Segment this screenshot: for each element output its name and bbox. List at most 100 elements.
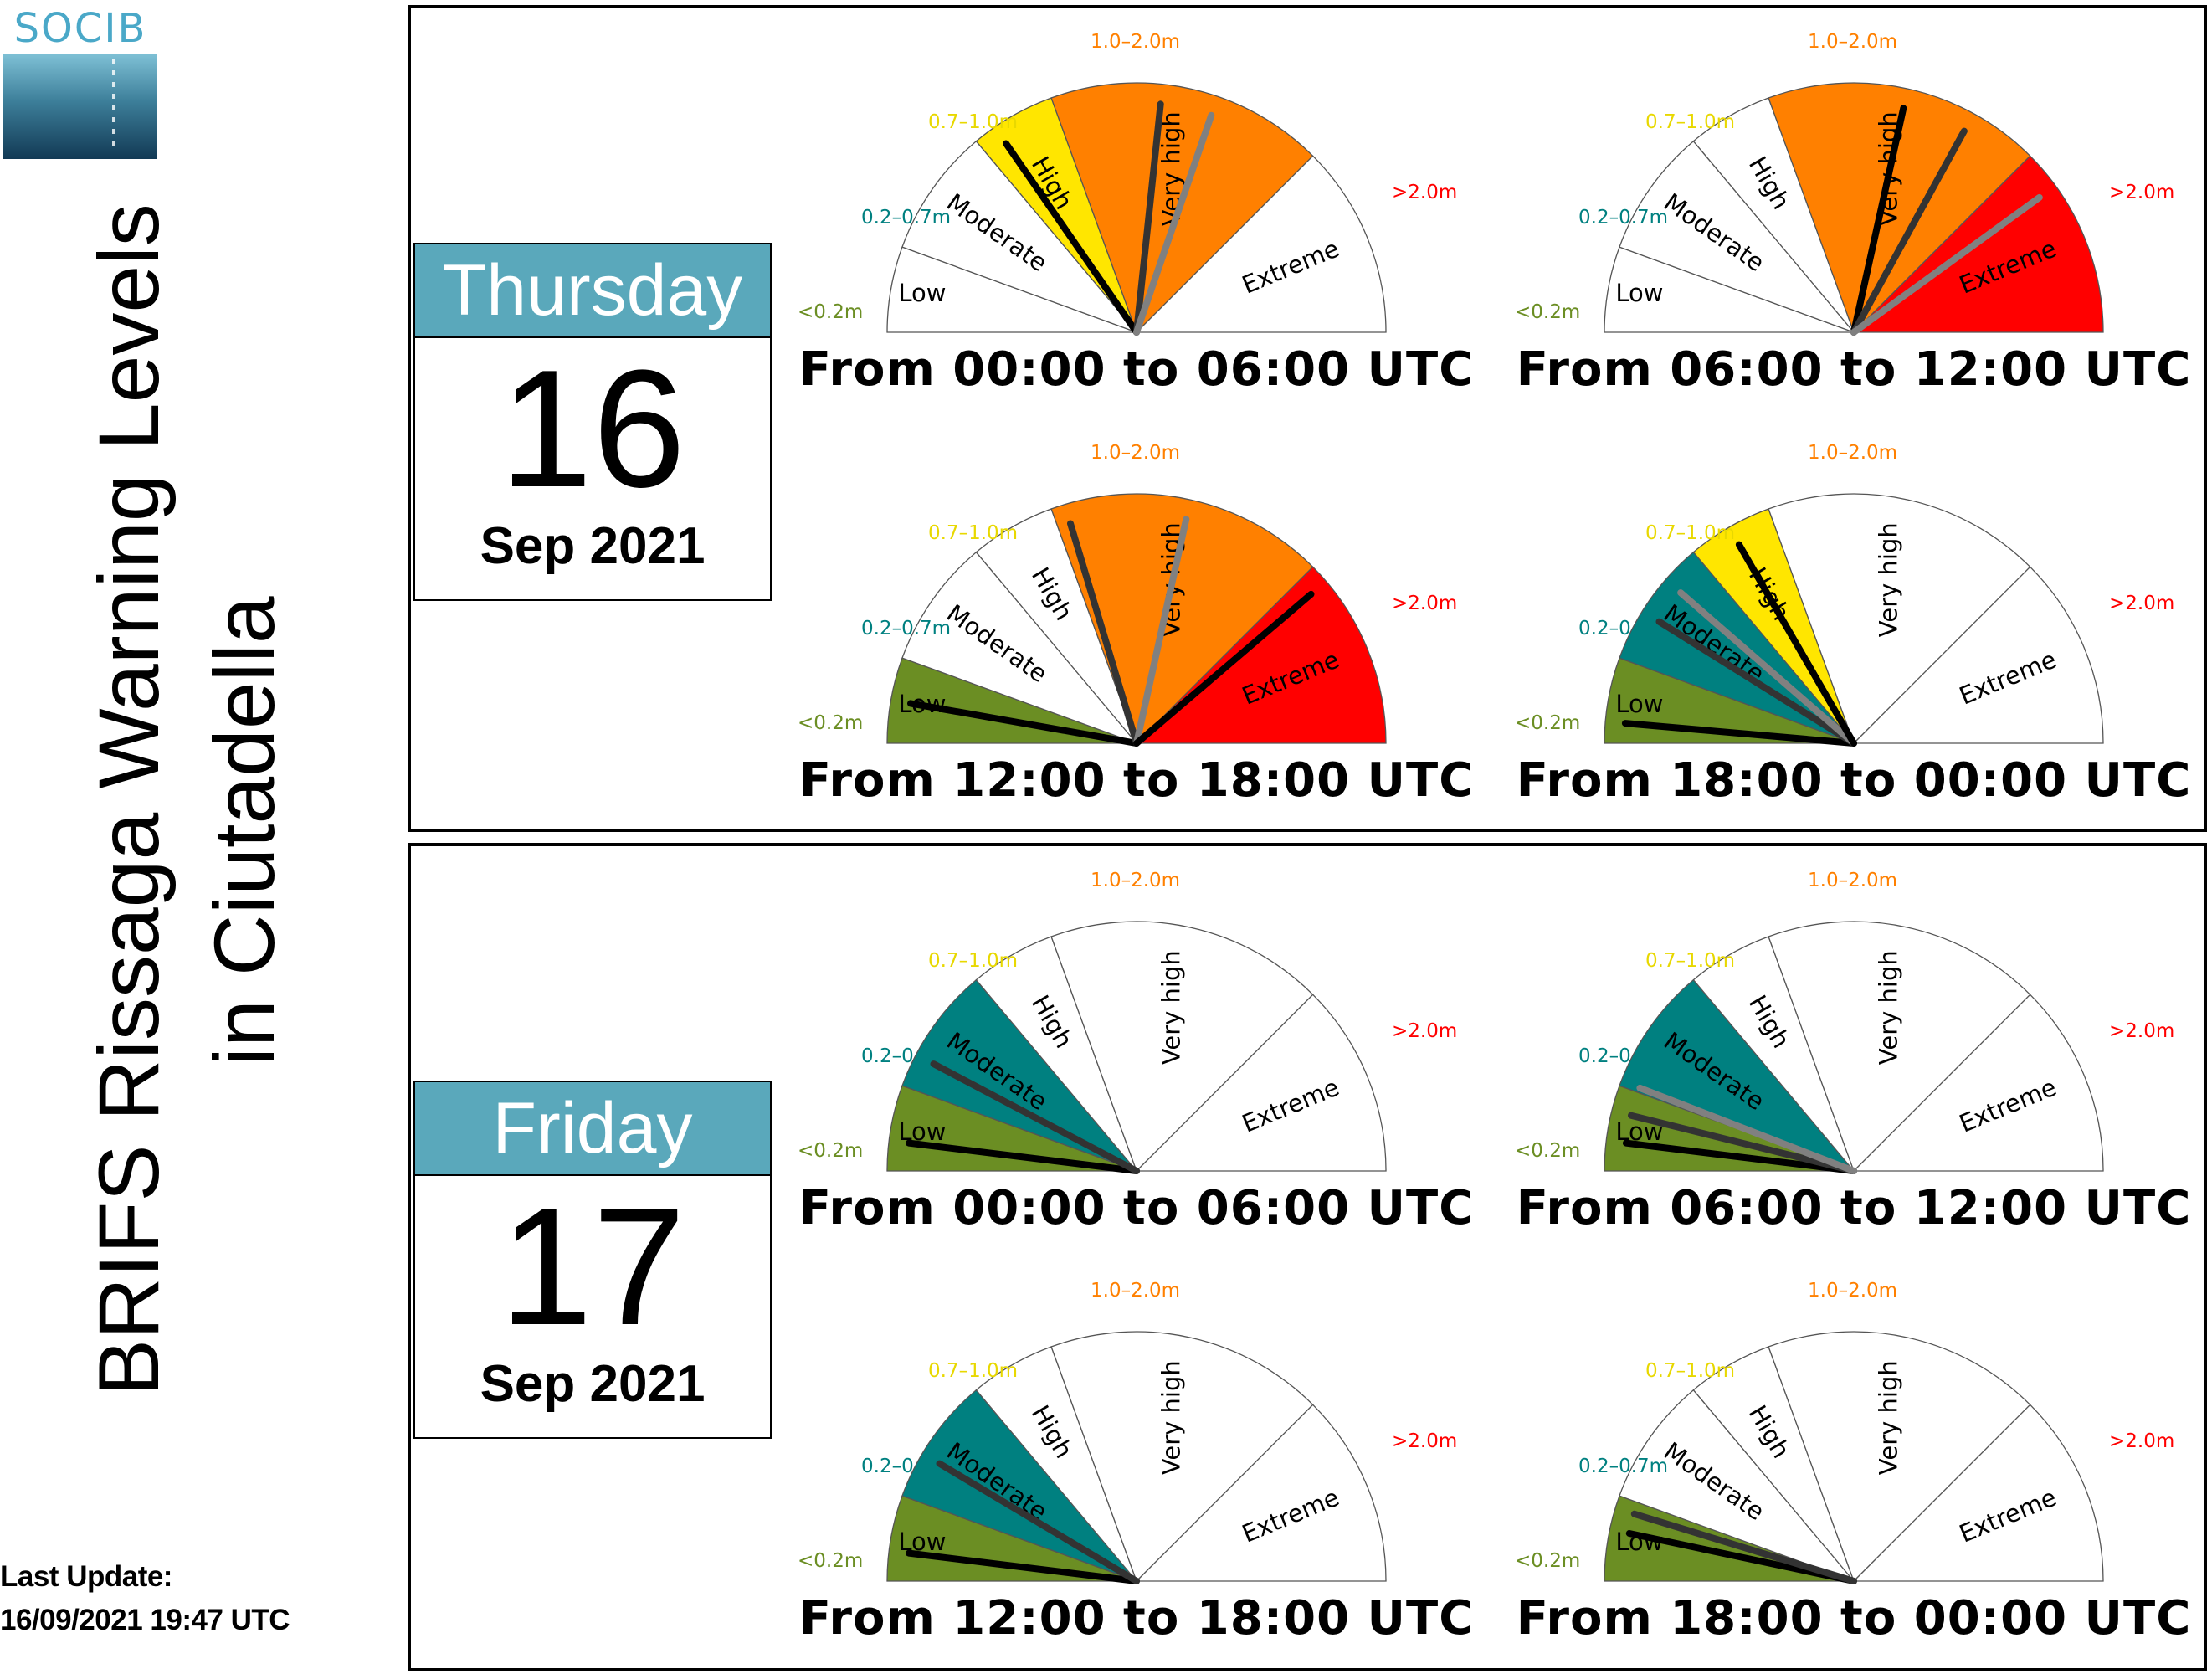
gauge-range-label: 0.2–0.7m bbox=[861, 618, 951, 639]
gauge-needle bbox=[1735, 541, 1857, 747]
gauge-range-label: <0.2m bbox=[798, 1140, 863, 1162]
gauge-needle bbox=[1133, 100, 1164, 336]
gauge-range-label: 0.7–1.0m bbox=[928, 522, 1018, 544]
gauge-range-label: 1.0–2.0m bbox=[1808, 870, 1897, 891]
gauge-level-label: Low bbox=[898, 279, 946, 307]
gauge-sector-extreme bbox=[1852, 994, 2104, 1172]
gauge-sector-very-high bbox=[1768, 82, 2031, 334]
gauge-level-label: Low bbox=[1615, 279, 1663, 307]
gauge-range-label: >2.0m bbox=[2109, 1020, 2174, 1042]
gauge-needle bbox=[1636, 1084, 1857, 1174]
gauge-sector-moderate bbox=[901, 978, 1139, 1173]
calendar-weekday: Thursday bbox=[415, 244, 770, 338]
gauge-period-caption: From 00:00 to 06:00 UTC bbox=[799, 342, 1475, 397]
gauge-range-label: >2.0m bbox=[1392, 1430, 1457, 1452]
gauge-needle bbox=[1003, 140, 1140, 336]
gauge-range-label: >2.0m bbox=[2109, 182, 2174, 203]
gauge-range-label: >2.0m bbox=[2109, 593, 2174, 614]
gauge-period-caption: From 06:00 to 12:00 UTC bbox=[1517, 342, 2192, 397]
gauge-period-caption: From 12:00 to 18:00 UTC bbox=[799, 753, 1475, 808]
gauge-sector-moderate bbox=[901, 551, 1139, 745]
gauge-sector-very-high bbox=[1768, 493, 2031, 745]
gauge-level-label: Very high bbox=[1874, 1360, 1902, 1475]
gauge-sector-extreme bbox=[1135, 1404, 1387, 1582]
gauge-sector-extreme bbox=[1852, 1404, 2104, 1582]
gauge-needle bbox=[1067, 520, 1140, 747]
gauge-range-label: 1.0–2.0m bbox=[1808, 31, 1897, 53]
last-update: Last Update: 16/09/2021 19:47 UTC bbox=[0, 1555, 290, 1642]
gauge-range-label: 0.2–0.7m bbox=[1578, 1045, 1668, 1067]
gauge-range-label: >2.0m bbox=[1392, 182, 1457, 203]
gauge-needle bbox=[1850, 105, 1907, 336]
gauge-range-label: 0.2–0.7m bbox=[1578, 207, 1668, 229]
gauge-needle bbox=[1850, 127, 1968, 336]
gauge-sector-moderate bbox=[1619, 978, 1856, 1173]
gauge-sector-moderate bbox=[901, 1389, 1139, 1583]
socib-logo: SOCIB bbox=[3, 3, 157, 159]
gauge-needle bbox=[1133, 111, 1215, 336]
gauge-needle bbox=[930, 1060, 1140, 1174]
gauge-sector-extreme bbox=[1135, 994, 1387, 1172]
gauge-level-label: Very high bbox=[1157, 950, 1185, 1065]
gauge-level-label: Very high bbox=[1874, 522, 1902, 637]
gauge-range-label: >2.0m bbox=[1392, 593, 1457, 614]
gauge-needle bbox=[905, 1139, 1140, 1174]
gauge-range-label: <0.2m bbox=[1515, 301, 1580, 323]
gauge-period-caption: From 06:00 to 12:00 UTC bbox=[1517, 1181, 2192, 1235]
gauge-sector-moderate bbox=[1619, 1389, 1856, 1583]
gauge-needle bbox=[936, 1460, 1140, 1584]
gauge-range-label: <0.2m bbox=[798, 712, 863, 734]
gauge-range-label: 0.7–1.0m bbox=[928, 950, 1018, 972]
calendar-month: Sep 2021 bbox=[480, 517, 706, 575]
gauge-range-label: 1.0–2.0m bbox=[1091, 442, 1180, 464]
gauge-range-label: >2.0m bbox=[2109, 1430, 2174, 1452]
gauge-range-label: 0.7–1.0m bbox=[1645, 950, 1735, 972]
logo-wave-graphic bbox=[3, 54, 157, 159]
gauge-range-label: 0.7–1.0m bbox=[928, 1360, 1018, 1382]
gauge-range-label: 0.7–1.0m bbox=[928, 111, 1018, 133]
gauge-needle bbox=[1622, 1139, 1857, 1174]
calendar-thursday: Thursday 16 Sep 2021 bbox=[413, 243, 772, 601]
gauge-sector-very-high bbox=[1050, 1331, 1314, 1583]
gauge-period-caption: From 00:00 to 06:00 UTC bbox=[799, 1181, 1475, 1235]
gauge-range-label: <0.2m bbox=[798, 301, 863, 323]
gauge-level-label: Low bbox=[1615, 690, 1663, 718]
gauge-range-label: >2.0m bbox=[1392, 1020, 1457, 1042]
calendar-day-number: 16 bbox=[499, 336, 686, 522]
last-update-label: Last Update: bbox=[0, 1560, 172, 1593]
gauge-needle bbox=[1133, 516, 1190, 747]
gauge-needle bbox=[1628, 1112, 1857, 1174]
gauge-range-label: <0.2m bbox=[798, 1550, 863, 1572]
gauge-period-caption: From 12:00 to 18:00 UTC bbox=[799, 1591, 1475, 1646]
gauge-range-label: 0.7–1.0m bbox=[1645, 111, 1735, 133]
gauge-range-label: 1.0–2.0m bbox=[1808, 1280, 1897, 1302]
day-panel-thursday: Thursday 16 Sep 2021 bbox=[408, 5, 2207, 832]
last-update-value: 16/09/2021 19:47 UTC bbox=[0, 1604, 290, 1636]
gauge-range-label: 1.0–2.0m bbox=[1808, 442, 1897, 464]
gauge-range-label: 0.2–0.7m bbox=[1578, 1456, 1668, 1477]
gauge-range-label: 0.2–0.7m bbox=[1578, 618, 1668, 639]
gauge-range-label: 1.0–2.0m bbox=[1091, 870, 1180, 891]
gauge-period-caption: From 18:00 to 00:00 UTC bbox=[1517, 1591, 2192, 1646]
gauge-sector-very-high bbox=[1768, 921, 2031, 1173]
gauge-sector-extreme bbox=[1135, 155, 1387, 333]
gauge-needle bbox=[905, 1549, 1140, 1584]
calendar-day-number: 17 bbox=[499, 1173, 686, 1360]
calendar-weekday: Friday bbox=[415, 1082, 770, 1176]
gauge-needle bbox=[1655, 618, 1857, 747]
gauge-range-label: 0.7–1.0m bbox=[1645, 1360, 1735, 1382]
gauge-level-label: Very high bbox=[1157, 1360, 1185, 1475]
gauge-range-label: <0.2m bbox=[1515, 712, 1580, 734]
gauge-needle bbox=[1850, 193, 2043, 336]
gauge-needle bbox=[1621, 720, 1857, 747]
gauge-range-label: 1.0–2.0m bbox=[1091, 1280, 1180, 1302]
gauge-needle bbox=[1630, 1510, 1857, 1584]
gauge-range-label: 0.2–0.7m bbox=[861, 207, 951, 229]
